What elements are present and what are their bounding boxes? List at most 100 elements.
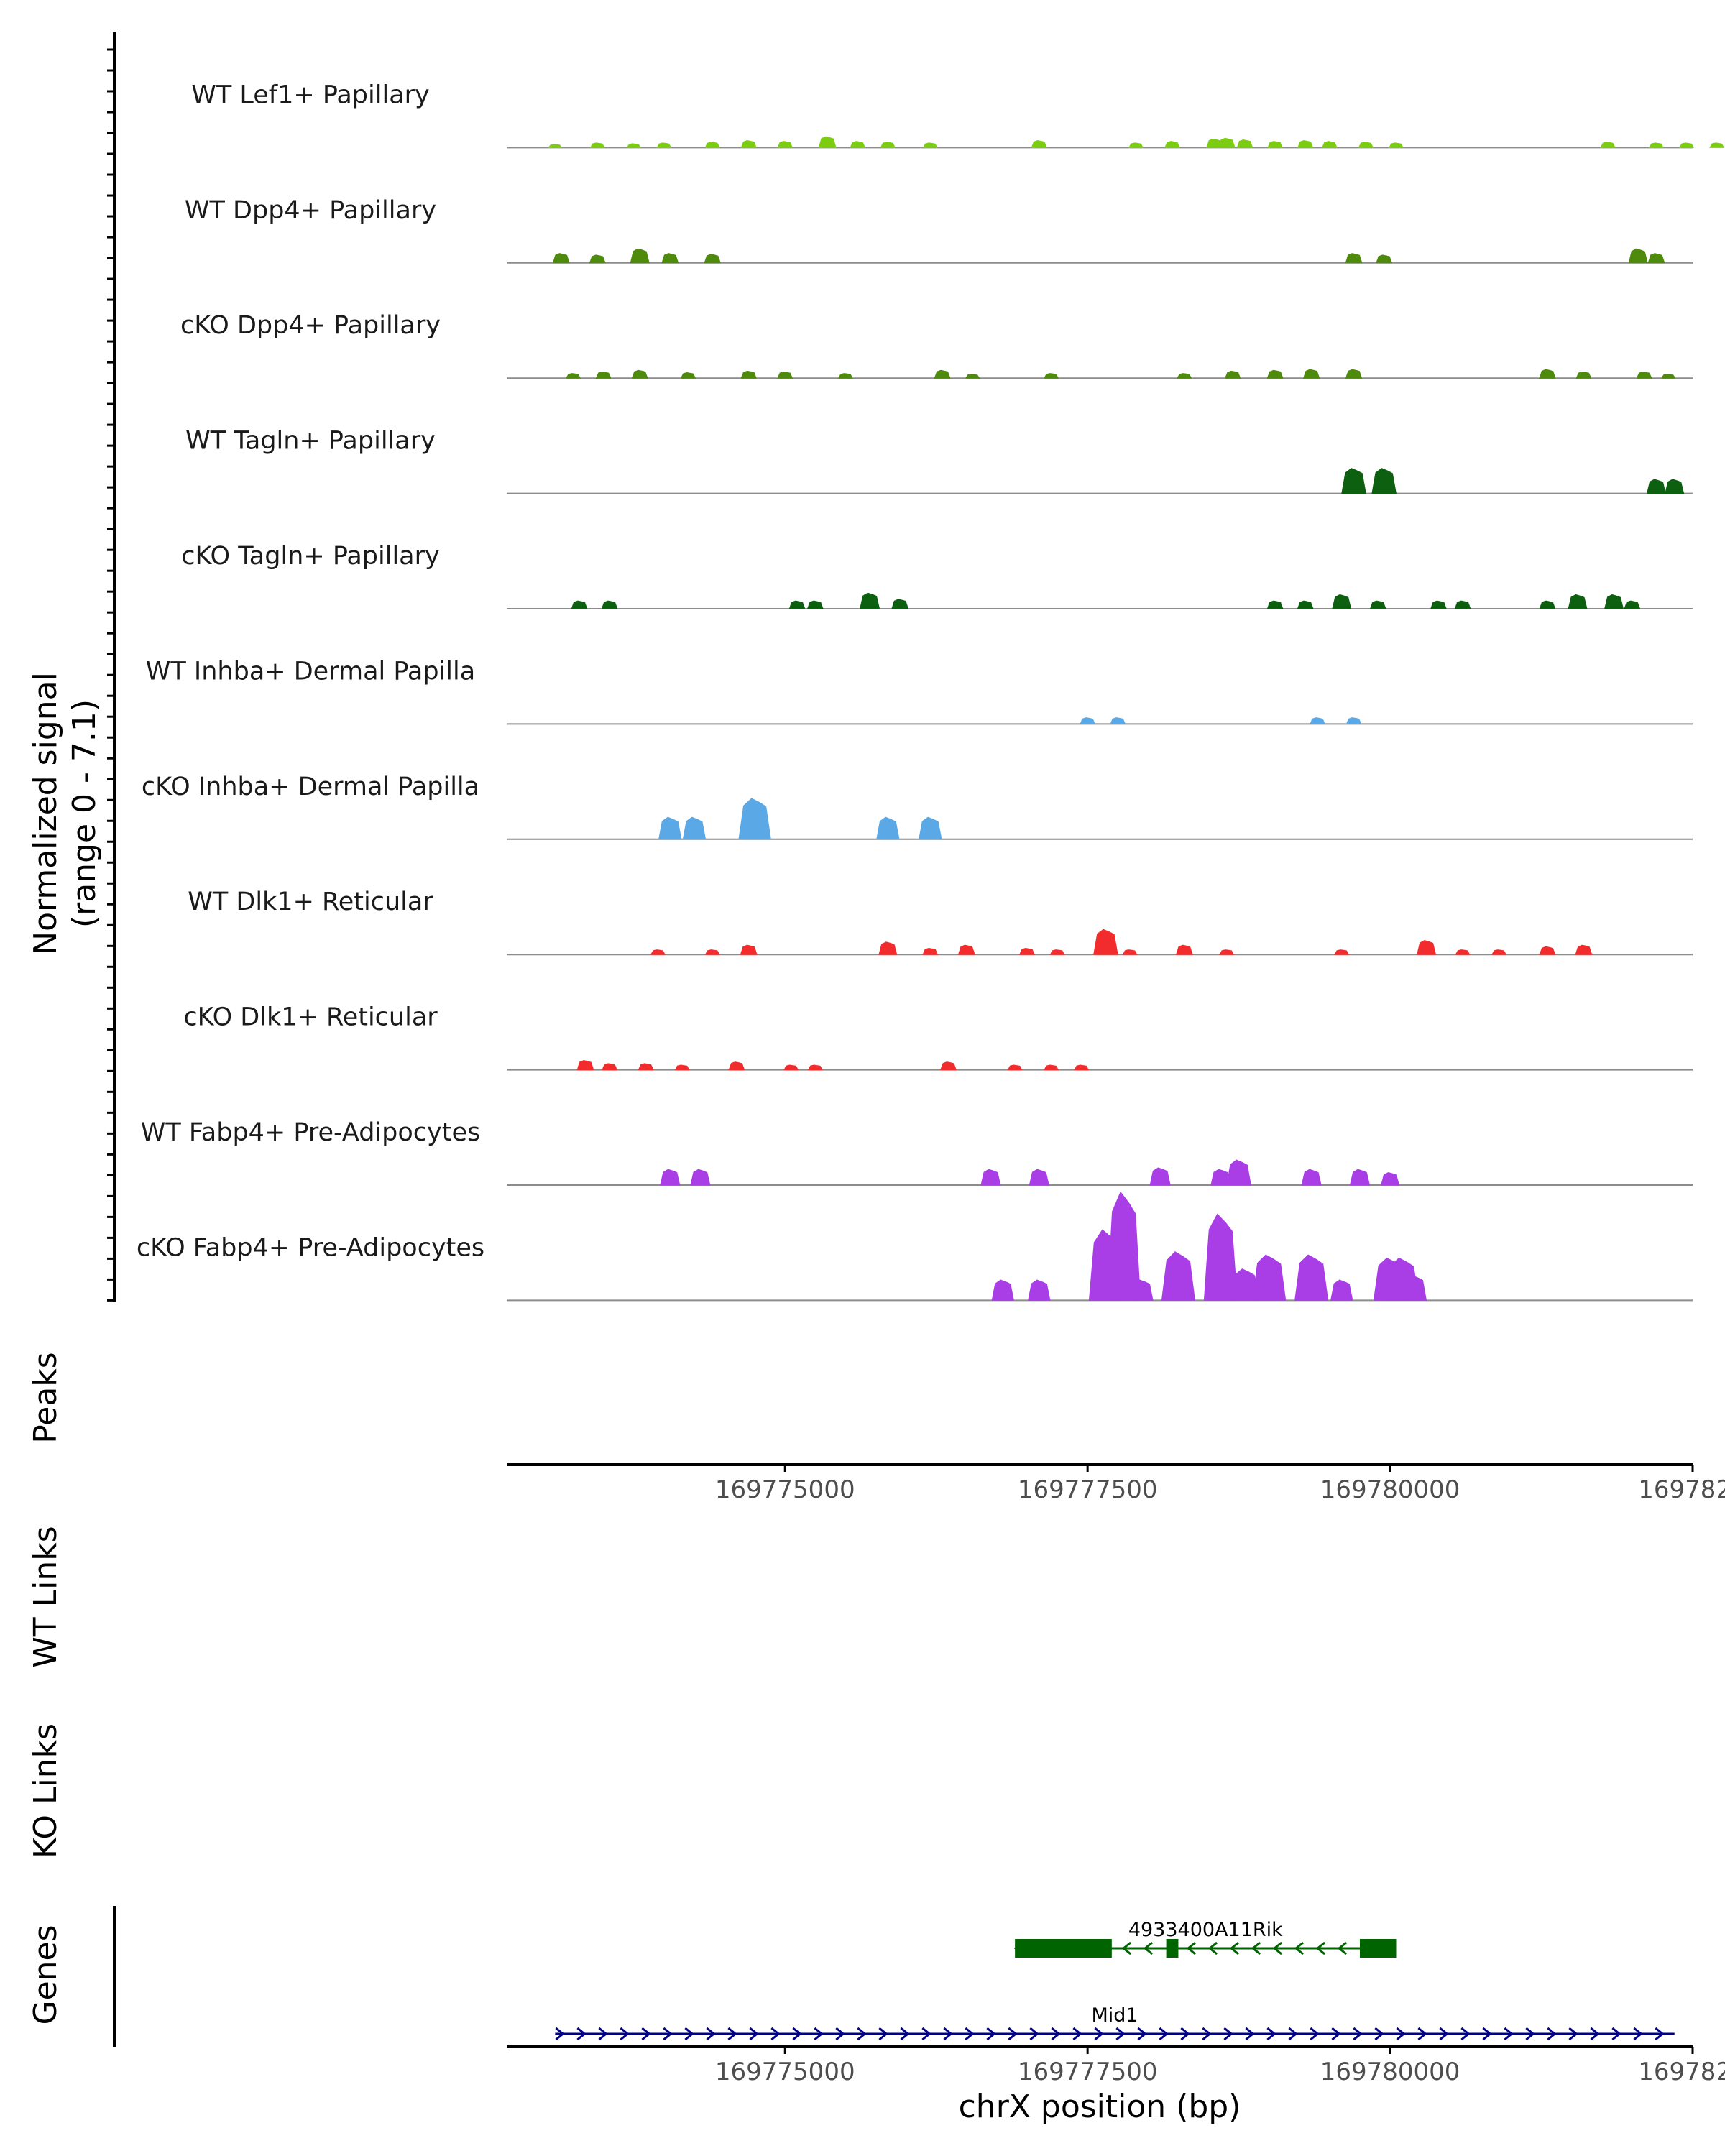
signal-peak: [876, 816, 900, 840]
strand-arrow: [835, 2027, 845, 2041]
strand-arrow: [1208, 1941, 1218, 1955]
signal-peak: [1568, 594, 1588, 609]
strand-arrow: [1266, 2027, 1276, 2041]
strand-arrow: [1568, 2027, 1578, 2041]
strand-arrow: [814, 2027, 824, 2041]
x-axis-title: chrX position (bp): [959, 2088, 1241, 2125]
signal-peak: [940, 1061, 957, 1071]
track: cKO Tagln+ Papillary: [181, 542, 1693, 609]
signal-peak: [1031, 140, 1048, 148]
signal-peak: [1636, 371, 1652, 379]
strand-arrow: [1072, 2027, 1082, 2041]
signal-peak: [1019, 947, 1035, 955]
wt-links-label: WT Links: [27, 1526, 64, 1667]
strand-arrow: [1251, 1941, 1261, 1955]
gene-exon: [1359, 1939, 1397, 1958]
strand-arrow: [1159, 2027, 1169, 2041]
signal-peak: [1600, 142, 1616, 148]
strand-arrow: [1310, 2027, 1320, 2041]
strand-arrow: [900, 2027, 910, 2041]
signal-peak: [740, 944, 758, 955]
signal-peak: [1266, 369, 1284, 379]
strand-arrow: [770, 2027, 781, 2041]
signal-peak: [1225, 370, 1241, 379]
strand-arrow: [1547, 2027, 1557, 2041]
track: WT Lef1+ Papillary: [191, 80, 1725, 149]
signal-peak: [1321, 141, 1338, 148]
strand-arrow: [1331, 2027, 1341, 2041]
position-axis-bottom: 169775000 169777500 169780000 1697825: [507, 2045, 1725, 2086]
signal-peak: [1219, 949, 1235, 955]
strand-arrow: [1202, 2027, 1212, 2041]
signal-peak: [631, 369, 648, 379]
strand-arrow: [857, 2027, 867, 2041]
signal-peak: [595, 371, 612, 379]
gene-name-label: Mid1: [1091, 2004, 1138, 2027]
gene-exon: [1015, 1939, 1112, 1958]
strand-arrow: [1229, 1941, 1240, 1955]
signal-peak: [1093, 929, 1118, 955]
signal-peak: [1332, 594, 1352, 609]
signal-peak: [680, 372, 696, 379]
signal-peak: [1164, 141, 1180, 148]
strand-arrow: [1180, 2027, 1190, 2041]
strand-arrow: [965, 2027, 975, 2041]
strand-arrow: [727, 2027, 737, 2041]
signal-peak: [806, 600, 824, 609]
strand-arrow: [1417, 2027, 1427, 2041]
strand-arrow: [706, 2027, 716, 2041]
signal-peak: [1267, 141, 1284, 148]
signal-peak: [638, 1063, 654, 1071]
signal-peak: [1080, 717, 1096, 724]
x-tick-label: 169775000: [715, 1475, 855, 1504]
strand-arrow: [684, 2027, 694, 2041]
signal-peak: [1236, 139, 1254, 148]
signal-peak: [1709, 142, 1725, 148]
signal-peak: [991, 1279, 1015, 1301]
track-label: WT Dlk1+ Reticular: [188, 888, 433, 916]
gene-4933400a11rik: 4933400A11Rik: [1013, 1919, 1397, 1958]
gene-annotations: 4933400A11Rik Mid1: [555, 1919, 1675, 2041]
track: cKO Fabp4+ Pre-Adipocytes: [137, 1191, 1693, 1302]
x-tick-label: 169780000: [1320, 2058, 1460, 2086]
strand-arrow: [1288, 2027, 1298, 2041]
track: WT Dlk1+ Reticular: [188, 888, 1693, 956]
signal-peak: [1402, 1274, 1427, 1301]
gene-exon: [1166, 1939, 1179, 1958]
track-label: WT Fabp4+ Pre-Adipocytes: [141, 1118, 480, 1147]
track: cKO Dpp4+ Papillary: [180, 311, 1693, 379]
signal-peak: [626, 143, 642, 148]
signal-peak: [1624, 600, 1641, 609]
signal-peak: [728, 1061, 745, 1071]
track: WT Dpp4+ Papillary: [185, 196, 1693, 264]
signal-peak: [1218, 137, 1236, 148]
track-label: WT Dpp4+ Papillary: [185, 196, 436, 225]
strand-arrow: [986, 2027, 996, 2041]
signal-peak: [1297, 140, 1314, 148]
signal-peak: [661, 253, 679, 264]
signal-peak: [1454, 600, 1471, 609]
signal-peak: [1074, 1064, 1090, 1071]
strand-arrow: [663, 2027, 673, 2041]
strand-arrow: [1137, 2027, 1147, 2041]
signal-peak: [571, 600, 588, 609]
strand-arrow: [1186, 1941, 1197, 1955]
signal-y-axis-range: (range 0 - 7.1): [66, 699, 103, 928]
strand-arrow: [792, 2027, 802, 2041]
track-label: cKO Fabp4+ Pre-Adipocytes: [137, 1233, 484, 1262]
signal-peak: [1226, 1159, 1251, 1186]
signal-peak: [1679, 142, 1695, 148]
track-label: cKO Tagln+ Papillary: [181, 542, 440, 571]
track-label: cKO Dlk1+ Reticular: [183, 1003, 438, 1032]
strand-arrow: [1353, 2027, 1363, 2041]
signal-peak: [548, 144, 563, 148]
strand-arrow: [555, 2027, 565, 2041]
signal-peak: [1122, 949, 1138, 955]
signal-peak: [1252, 1254, 1287, 1301]
signal-peak: [650, 949, 666, 955]
track-label: WT Inhba+ Dermal Papilla: [146, 657, 475, 686]
strand-arrow: [943, 2027, 953, 2041]
strand-arrow: [1094, 2027, 1104, 2041]
strand-arrow: [921, 2027, 932, 2041]
signal-peak: [818, 136, 837, 148]
